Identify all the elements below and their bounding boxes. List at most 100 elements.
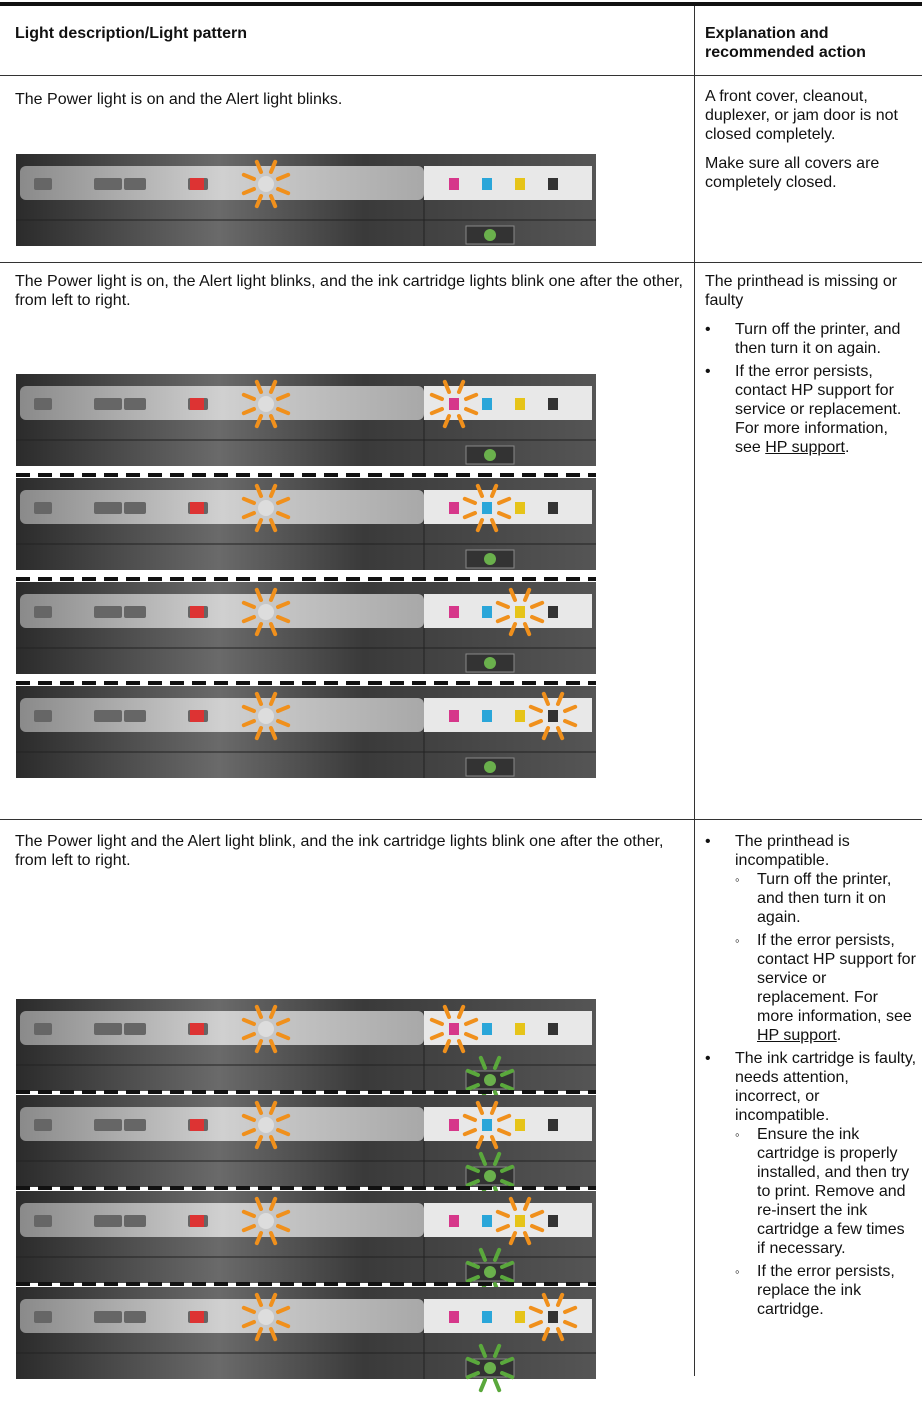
blink-ray — [530, 600, 545, 610]
cancel-icon — [190, 502, 204, 514]
button-icon — [124, 178, 146, 190]
button-icon — [34, 1311, 52, 1323]
blink-ray — [429, 1031, 444, 1041]
alert-light — [258, 1117, 274, 1133]
blink-ray — [489, 518, 499, 533]
blink-ray — [254, 1135, 264, 1150]
blink-ray — [522, 622, 532, 637]
blink-ray — [541, 1327, 551, 1342]
blink-ray — [268, 194, 278, 209]
ink-light — [449, 1311, 459, 1323]
blink-ray — [500, 1178, 515, 1188]
blink-ray — [268, 1039, 278, 1054]
power-light — [484, 1170, 496, 1182]
blink-ray — [241, 704, 256, 714]
blink-ray — [464, 1031, 479, 1041]
link[interactable]: HP support — [757, 1027, 837, 1044]
blink-ray — [492, 1055, 502, 1070]
ink-light — [515, 178, 525, 190]
blink-ray — [241, 510, 256, 520]
blink-ray — [465, 1370, 480, 1380]
blink-ray — [268, 1292, 278, 1307]
blink-ray — [276, 1127, 291, 1137]
paragraph: Make sure all covers are completely clos… — [705, 155, 880, 191]
blink-ray — [456, 414, 466, 429]
blink-ray — [465, 1068, 480, 1078]
blink-ray — [508, 1196, 518, 1211]
ink-light — [515, 398, 525, 410]
item-text: Ensure the ink cartridge is properly ins… — [757, 1126, 910, 1257]
blink-ray — [276, 406, 291, 416]
blink-ray — [268, 1231, 278, 1246]
blink-ray — [268, 483, 278, 498]
cancel-icon — [190, 1119, 204, 1131]
power-light — [484, 449, 496, 461]
blink-ray — [254, 518, 264, 533]
blink-ray — [492, 1247, 502, 1262]
blink-ray — [268, 587, 278, 602]
alert-light — [258, 604, 274, 620]
blink-ray — [555, 726, 565, 741]
blink-ray — [489, 483, 499, 498]
blink-ray — [465, 1164, 480, 1174]
item-text: If the error persists, replace the ink c… — [757, 1263, 895, 1318]
panel-strip — [20, 1107, 424, 1141]
blink-ray — [500, 1356, 515, 1366]
blink-ray — [508, 587, 518, 602]
link[interactable]: HP support — [765, 439, 845, 456]
power-light — [484, 1074, 496, 1086]
blink-ray — [528, 1305, 543, 1315]
blink-ray — [276, 510, 291, 520]
blink-ray — [268, 414, 278, 429]
description: The Power light is on, the Alert light b… — [15, 273, 683, 309]
explanation: A front cover, cleanout, duplexer, or ja… — [705, 87, 915, 202]
panel-strip — [20, 166, 424, 200]
ink-light — [482, 1311, 492, 1323]
blink-ray — [495, 1223, 510, 1233]
power-light — [484, 553, 496, 565]
blink-ray — [492, 1378, 502, 1393]
panel-strip — [20, 1011, 424, 1045]
alert-light — [258, 1309, 274, 1325]
blink-ray — [462, 1113, 477, 1123]
blink-ray — [464, 406, 479, 416]
panel-strip — [20, 594, 424, 628]
blink-ray — [555, 1327, 565, 1342]
blink-ray — [276, 1223, 291, 1233]
blink-ray — [254, 1100, 264, 1115]
cancel-icon — [190, 606, 204, 618]
blink-ray — [241, 1127, 256, 1137]
ink-light — [515, 1119, 525, 1131]
blink-ray — [268, 1196, 278, 1211]
blink-ray — [268, 159, 278, 174]
cancel-icon — [190, 710, 204, 722]
button-icon — [34, 178, 52, 190]
ink-light — [515, 1311, 525, 1323]
blink-ray — [500, 1370, 515, 1380]
ink-light — [515, 1215, 525, 1227]
alert-light — [258, 1213, 274, 1229]
blink-ray — [475, 483, 485, 498]
blink-ray — [241, 1209, 256, 1219]
blink-ray — [462, 510, 477, 520]
light-illustration — [16, 154, 596, 246]
button-icon — [94, 1311, 122, 1323]
blink-ray — [541, 726, 551, 741]
ink-light — [482, 1023, 492, 1035]
power-light — [484, 229, 496, 241]
blink-ray — [268, 518, 278, 533]
blink-ray — [522, 587, 532, 602]
button-icon — [94, 606, 122, 618]
blink-ray — [478, 1151, 488, 1166]
sub-bullet: Turn off the printer, and then turn it o… — [735, 870, 917, 927]
blink-ray — [442, 1004, 452, 1019]
blink-ray — [268, 691, 278, 706]
button-icon — [34, 398, 52, 410]
blink-ray — [497, 1113, 512, 1123]
ink-light — [449, 502, 459, 514]
blink-ray — [495, 614, 510, 624]
blink-ray — [465, 1082, 480, 1092]
item-text: If the error persists, contact HP suppor… — [757, 932, 916, 1025]
blink-ray — [254, 194, 264, 209]
button-icon — [94, 1023, 122, 1035]
